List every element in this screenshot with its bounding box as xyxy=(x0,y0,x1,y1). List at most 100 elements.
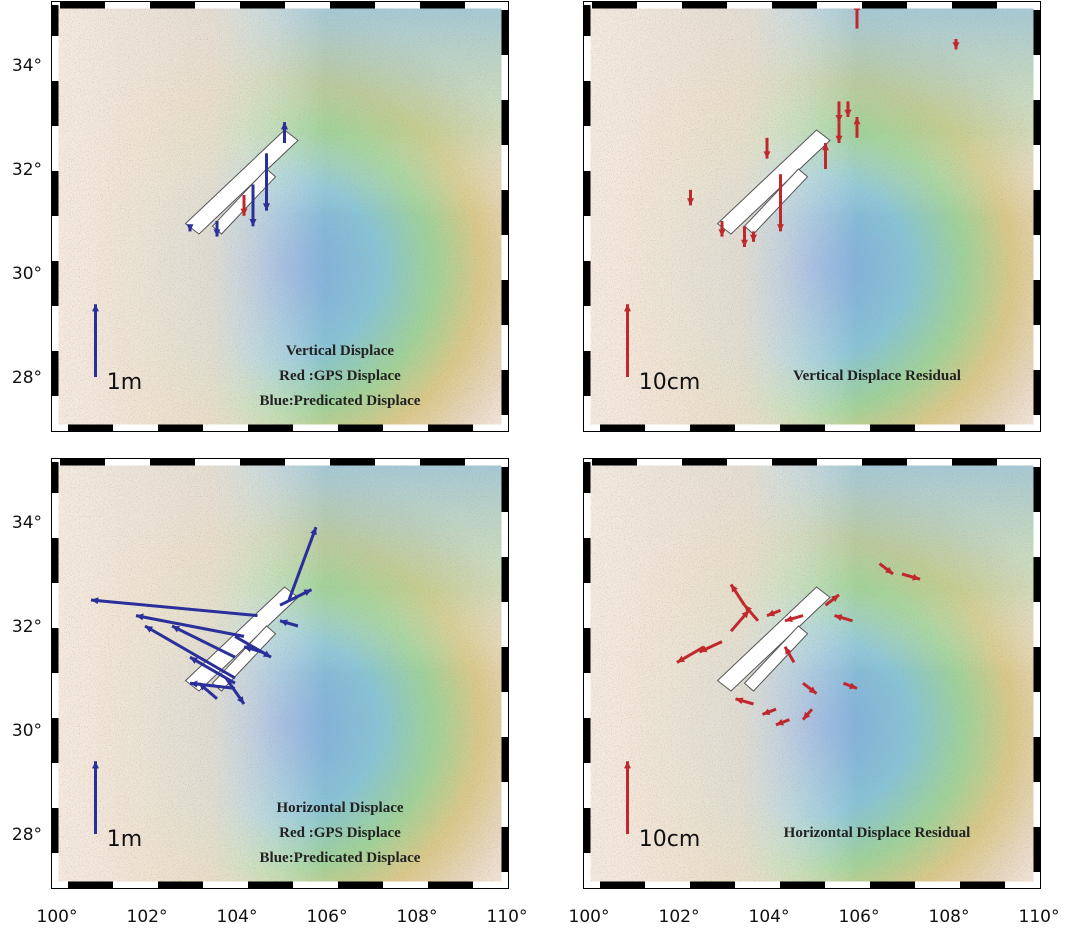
caption-line: Red :GPS Displace xyxy=(279,825,401,841)
arrow-head xyxy=(831,594,839,602)
longitude-label: 106° xyxy=(839,907,880,927)
arrow-head xyxy=(699,645,708,653)
texture xyxy=(55,5,505,428)
arrow-head xyxy=(735,697,744,705)
longitude-label: 110° xyxy=(487,907,528,927)
longitude-label: 102° xyxy=(659,907,700,927)
latitude-label: 34° xyxy=(12,513,42,533)
arrow-head xyxy=(249,218,257,227)
arrow-head xyxy=(687,198,694,206)
caption-line: Horizontal Displace Residual xyxy=(784,825,971,841)
longitude-label: 110° xyxy=(1019,907,1060,927)
arrow-head xyxy=(808,686,817,694)
arrow-head xyxy=(240,208,248,216)
fault-zone xyxy=(716,586,831,692)
arrow-head xyxy=(237,696,244,704)
frame-border xyxy=(583,458,1041,889)
arrow-shaft xyxy=(189,681,236,690)
arrow-shaft xyxy=(135,614,245,638)
arrow-head xyxy=(244,645,252,653)
frame-ticks xyxy=(51,1,509,432)
arrow-head xyxy=(263,203,270,211)
longitude-label: 100° xyxy=(569,907,610,927)
arrow-head xyxy=(885,566,893,574)
latitude-label: 28° xyxy=(12,825,42,845)
arrow-head xyxy=(834,614,843,621)
arrow-head xyxy=(624,304,631,312)
caption-line: Vertical Displace xyxy=(286,343,395,359)
arrow-head xyxy=(677,655,685,663)
longitude-label: 104° xyxy=(749,907,790,927)
map-panel: 1m Vertical Displace Red :GPS Displace Blue… xyxy=(51,1,509,432)
longitude-label: 100° xyxy=(37,907,78,927)
caption-line: Blue:Predicated Displace xyxy=(260,850,421,866)
arrow-head xyxy=(767,609,775,617)
arrow-head xyxy=(750,234,757,242)
scale-label: 1m xyxy=(107,827,142,852)
frame-ticks xyxy=(583,458,1041,889)
fault-zone xyxy=(743,625,809,692)
arrow-head xyxy=(912,573,920,581)
scale-label: 10cm xyxy=(639,370,701,395)
caption-line: Vertical Displace Residual xyxy=(793,368,961,384)
map-panel: 1m Horizontal Displace Red :GPS Displace Bl… xyxy=(51,458,509,889)
longitude-label: 106° xyxy=(307,907,348,927)
fault-zone xyxy=(716,129,831,235)
scale-label: 10cm xyxy=(639,827,701,852)
arrow-head xyxy=(263,650,271,658)
arrow-head xyxy=(763,151,771,159)
arrow-head xyxy=(303,589,312,596)
arrow-head xyxy=(803,711,811,720)
arrow-shaft xyxy=(287,526,318,601)
arrow-head xyxy=(199,683,207,691)
arrow-shaft xyxy=(144,624,236,680)
arrow-head xyxy=(186,224,194,232)
map-panel: 10cm Vertical Displace Residual xyxy=(583,1,1041,432)
arrow-head xyxy=(835,135,843,143)
texture xyxy=(55,462,505,885)
arrow-head xyxy=(853,117,861,125)
caption-line: Blue:Predicated Displace xyxy=(260,393,421,409)
longitude-label: 102° xyxy=(127,907,168,927)
latitude-label: 32° xyxy=(12,617,42,637)
arrow-head xyxy=(849,682,857,690)
arrow-head xyxy=(718,229,726,237)
arrow-head xyxy=(310,527,317,536)
fault-zone xyxy=(184,129,299,235)
caption-line: Red :GPS Displace xyxy=(279,368,401,384)
arrow-head xyxy=(777,224,784,232)
arrow-head xyxy=(741,239,748,247)
arrow-shaft xyxy=(171,624,236,659)
arrow-head xyxy=(785,615,793,623)
arrow-head xyxy=(145,626,153,633)
arrow-head xyxy=(91,597,99,605)
arrow-head xyxy=(731,584,738,593)
arrow-head xyxy=(822,143,829,151)
frame-ticks xyxy=(583,1,1041,432)
latitude-label: 28° xyxy=(12,368,42,388)
longitude-label: 108° xyxy=(397,907,438,927)
longitude-label: 104° xyxy=(217,907,258,927)
map-panel: 10cm Horizontal Displace Residual xyxy=(583,458,1041,889)
frame-border xyxy=(51,458,509,889)
arrow-head xyxy=(172,626,180,633)
arrow-head xyxy=(213,229,221,237)
arrow-shaft xyxy=(90,598,258,618)
arrow-head xyxy=(136,613,144,621)
texture xyxy=(587,462,1037,885)
latitude-label: 32° xyxy=(12,160,42,180)
arrow-head xyxy=(776,718,784,726)
latitude-label: 34° xyxy=(12,56,42,76)
arrow-head xyxy=(92,304,99,312)
arrow-head xyxy=(281,122,288,130)
texture xyxy=(587,5,1037,428)
frame-ticks xyxy=(51,458,509,889)
latitude-label: 30° xyxy=(12,264,42,284)
arrow-head xyxy=(190,657,198,664)
arrow-head xyxy=(835,114,843,123)
arrow-head xyxy=(844,109,852,117)
arrow-head xyxy=(190,680,198,688)
latitude-label: 30° xyxy=(12,721,42,741)
arrow-head xyxy=(952,42,960,50)
